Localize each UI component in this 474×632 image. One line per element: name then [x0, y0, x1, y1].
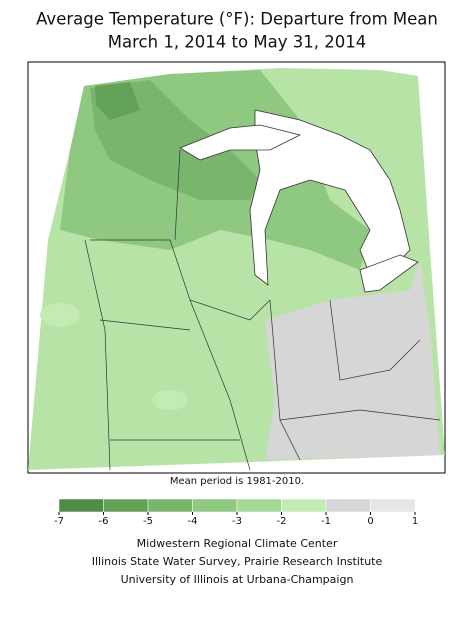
- legend: -7 -6 -5 -4 -3 -2 -1 0 1: [54, 498, 418, 527]
- legend-swatch: [281, 498, 327, 513]
- legend-swatch: [325, 498, 371, 513]
- legend-swatch: [58, 498, 104, 513]
- legend-tick-label: -5: [143, 516, 153, 527]
- credit-line: Midwestern Regional Climate Center: [137, 537, 338, 550]
- legend-tick-label: -6: [99, 516, 109, 527]
- credit-line: Illinois State Water Survey, Prairie Res…: [92, 555, 383, 568]
- legend-tick-label: -7: [54, 516, 64, 527]
- legend-tick-label: -2: [277, 516, 287, 527]
- legend-swatch: [370, 498, 416, 513]
- legend-tick-label: 0: [367, 516, 373, 527]
- legend-tick-label: -4: [188, 516, 198, 527]
- legend-swatch: [103, 498, 149, 513]
- legend-swatch: [236, 498, 282, 513]
- credit-line: University of Illinois at Urbana-Champai…: [121, 573, 354, 586]
- mean-period-note: Mean period is 1981-2010.: [170, 476, 304, 487]
- legend-tick-label: 1: [412, 516, 418, 527]
- legend-tick-label: -1: [321, 516, 331, 527]
- subtitle: March 1, 2014 to May 31, 2014: [108, 33, 366, 52]
- map: [27, 61, 446, 474]
- title: Average Temperature (°F): Departure from…: [36, 10, 438, 29]
- legend-swatch: [147, 498, 193, 513]
- legend-tick-label: -3: [232, 516, 242, 527]
- legend-swatch: [192, 498, 238, 513]
